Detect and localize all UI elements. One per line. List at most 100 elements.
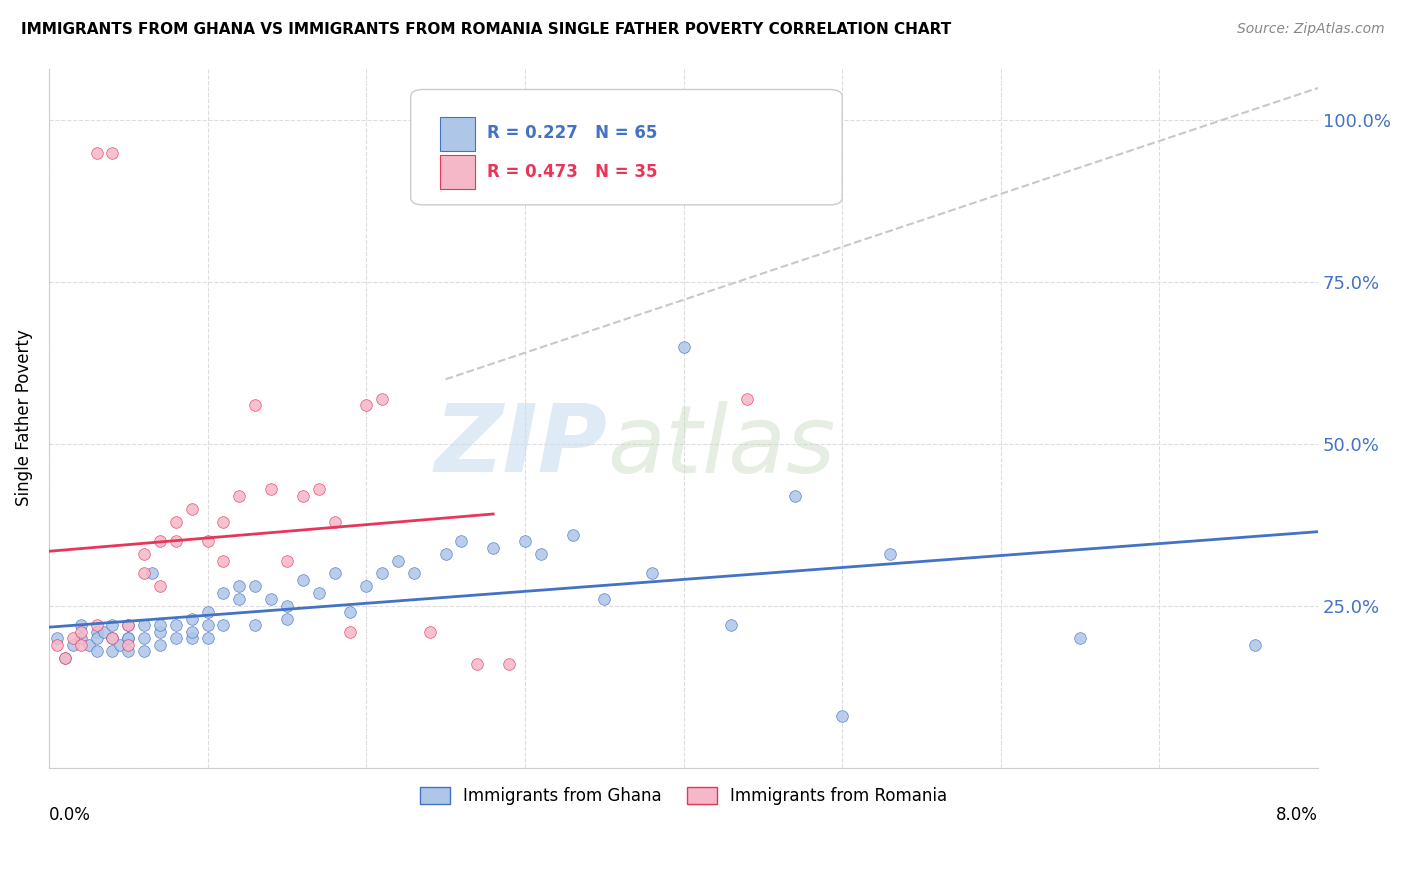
Point (323, 515, 346, 529)
Point (45, 631, 67, 645)
Point (291, 489, 314, 503)
Point (45, 638, 67, 652)
Point (117, 631, 139, 645)
Point (149, 638, 172, 652)
Point (783, 489, 806, 503)
Point (86, 618, 108, 632)
Text: 0.0%: 0.0% (49, 806, 91, 824)
Text: Source: ZipAtlas.com: Source: ZipAtlas.com (1237, 22, 1385, 37)
Point (149, 534, 172, 549)
Point (308, 483, 330, 497)
Point (69, 638, 91, 652)
Point (735, 392, 758, 406)
Point (101, 644, 124, 658)
Point (356, 398, 378, 412)
Point (212, 515, 235, 529)
Point (165, 515, 187, 529)
Point (831, 709, 853, 723)
Point (86, 644, 108, 658)
Point (291, 573, 314, 587)
Point (180, 501, 202, 516)
Point (387, 553, 409, 567)
Point (641, 566, 664, 581)
Point (69, 631, 91, 645)
Point (339, 624, 361, 639)
FancyBboxPatch shape (440, 155, 475, 189)
Point (53, 650, 76, 665)
Point (134, 644, 156, 658)
Point (245, 398, 267, 412)
Point (86, 631, 108, 645)
FancyBboxPatch shape (411, 89, 842, 205)
Point (482, 541, 505, 555)
Point (212, 586, 235, 600)
Point (101, 618, 124, 632)
Point (260, 483, 283, 497)
Point (276, 612, 298, 626)
Point (260, 592, 283, 607)
Point (228, 579, 250, 593)
Point (879, 547, 901, 561)
Point (228, 592, 250, 607)
Point (165, 618, 187, 632)
Point (308, 586, 330, 600)
Point (69, 624, 91, 639)
Point (180, 631, 202, 645)
Point (117, 644, 139, 658)
Text: atlas: atlas (607, 401, 835, 491)
Legend: Immigrants from Ghana, Immigrants from Romania: Immigrants from Ghana, Immigrants from R… (413, 780, 953, 812)
Point (419, 624, 441, 639)
Point (134, 631, 156, 645)
Point (1243, 638, 1265, 652)
Text: R = 0.227   N = 65: R = 0.227 N = 65 (486, 124, 657, 142)
Point (149, 579, 172, 593)
Point (149, 624, 172, 639)
Y-axis label: Single Father Poverty: Single Father Poverty (15, 330, 32, 507)
Point (117, 618, 139, 632)
Point (197, 631, 219, 645)
Text: IMMIGRANTS FROM GHANA VS IMMIGRANTS FROM ROMANIA SINGLE FATHER POVERTY CORRELATI: IMMIGRANTS FROM GHANA VS IMMIGRANTS FROM… (21, 22, 952, 37)
Point (1069, 631, 1091, 645)
Point (593, 592, 616, 607)
Point (101, 145, 124, 160)
Point (323, 566, 346, 581)
Point (149, 618, 172, 632)
Point (402, 566, 425, 581)
Point (212, 618, 235, 632)
Point (371, 566, 394, 581)
Point (117, 631, 139, 645)
Point (530, 547, 553, 561)
Point (53, 650, 76, 665)
Point (93, 624, 115, 639)
Point (165, 631, 187, 645)
Text: R = 0.473   N = 35: R = 0.473 N = 35 (486, 163, 658, 181)
Point (197, 534, 219, 549)
Point (101, 631, 124, 645)
Point (134, 566, 156, 581)
Point (141, 566, 163, 581)
Point (228, 489, 250, 503)
Point (117, 638, 139, 652)
Point (77, 638, 100, 652)
Point (245, 618, 267, 632)
Point (165, 534, 187, 549)
Point (86, 624, 108, 639)
Text: ZIP: ZIP (434, 401, 607, 492)
Point (672, 340, 695, 354)
Point (180, 612, 202, 626)
Point (62, 638, 84, 652)
Point (276, 599, 298, 613)
Text: 8.0%: 8.0% (1277, 806, 1319, 824)
Point (513, 534, 536, 549)
Point (69, 618, 91, 632)
Point (245, 579, 267, 593)
Point (371, 392, 394, 406)
Point (720, 618, 742, 632)
Point (434, 547, 457, 561)
Point (110, 638, 132, 652)
Point (212, 553, 235, 567)
Point (498, 657, 520, 672)
FancyBboxPatch shape (440, 118, 475, 151)
Point (134, 618, 156, 632)
Point (86, 145, 108, 160)
